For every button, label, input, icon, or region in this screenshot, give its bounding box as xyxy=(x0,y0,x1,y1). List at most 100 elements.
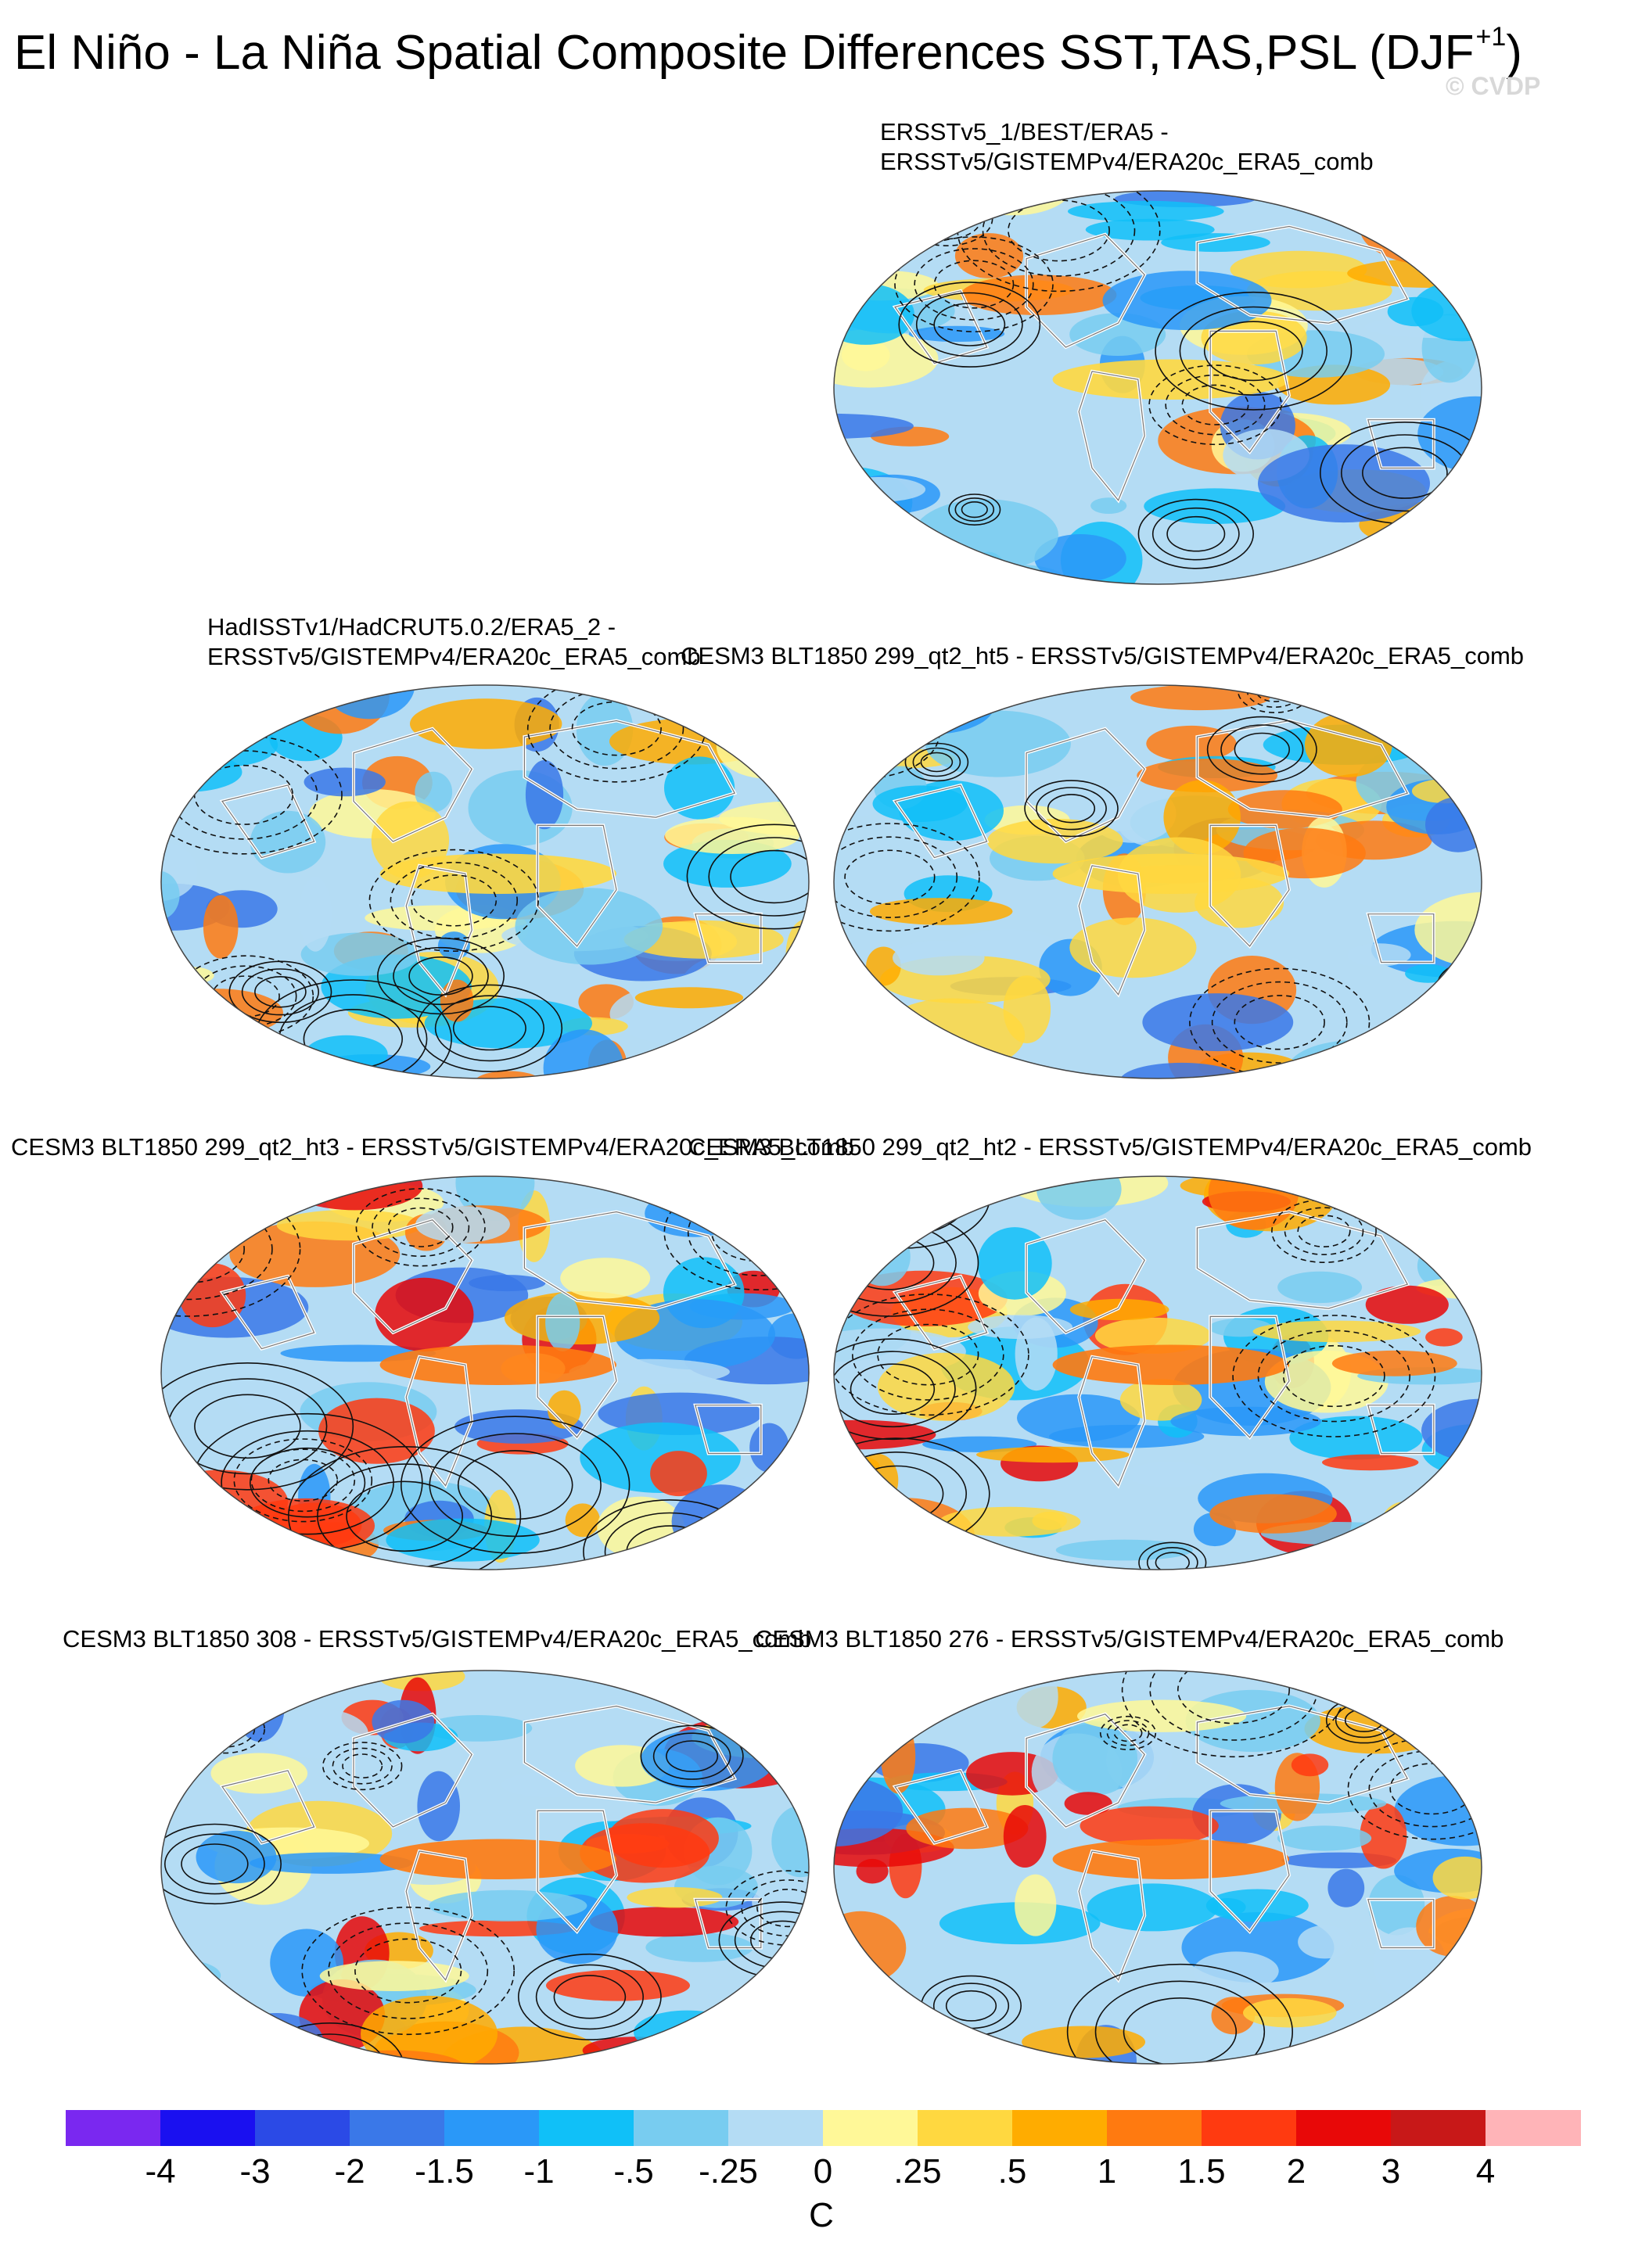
psl-contour xyxy=(834,2008,919,2064)
psl-contour xyxy=(354,1938,462,2004)
anomaly-region xyxy=(699,1539,809,1570)
psl-contour xyxy=(914,248,1034,321)
coastline xyxy=(405,1850,472,1981)
anomaly-region xyxy=(935,2048,1011,2064)
psl-contour xyxy=(164,1833,265,1895)
psl-contour xyxy=(1036,787,1107,831)
colorbar-swatch xyxy=(1391,2110,1486,2146)
anomaly-region xyxy=(913,499,1058,571)
map-outline xyxy=(833,190,1482,585)
anomaly-region xyxy=(997,1063,1037,1078)
anomaly-region xyxy=(1022,2026,1146,2058)
colorbar-tick-label: -1 xyxy=(523,2152,555,2191)
coastline xyxy=(695,1899,762,1949)
psl-contour xyxy=(411,874,498,927)
anomaly-region xyxy=(878,998,1026,1072)
map-panel-2 xyxy=(160,684,810,1079)
anomaly-region xyxy=(304,767,386,797)
anomaly-region xyxy=(1387,296,1444,327)
anomaly-region xyxy=(386,1518,540,1562)
coastline xyxy=(1196,1705,1409,1803)
coastline xyxy=(1367,419,1435,469)
anomaly-region xyxy=(1077,1699,1247,1732)
anomaly-region xyxy=(664,756,735,820)
psl-contour xyxy=(1206,716,1317,784)
psl-contour xyxy=(332,1747,393,1785)
anomaly-region xyxy=(179,1263,246,1328)
anomaly-region xyxy=(834,477,926,502)
coastline xyxy=(1196,1211,1409,1309)
anomaly-region xyxy=(1003,1805,1047,1868)
psl-contour xyxy=(954,497,995,522)
coastline xyxy=(1196,720,1409,818)
anomaly-region xyxy=(469,1275,546,1292)
psl-contour xyxy=(945,1990,997,2022)
colorbar-tick-label: -.5 xyxy=(613,2152,654,2191)
anomaly-region xyxy=(834,1498,975,1570)
psl-contour xyxy=(834,709,902,756)
map-outline xyxy=(160,1670,810,2065)
colorbar-swatch xyxy=(918,2110,1013,2146)
panel-label-6: CESM3 BLT1850 308 - ERSSTv5/GISTEMPv4/ER… xyxy=(63,1625,812,1653)
psl-contour xyxy=(1146,1546,1198,1570)
psl-contour xyxy=(1137,498,1254,569)
psl-contour xyxy=(322,1742,403,1791)
anomaly-region xyxy=(645,1932,753,1962)
anomaly-region xyxy=(725,685,809,716)
coastline xyxy=(1078,865,1145,996)
anomaly-region xyxy=(1425,1328,1463,1347)
psl-contour xyxy=(1234,995,1325,1050)
colorbar-swatch xyxy=(160,2110,256,2146)
anomaly-region xyxy=(1468,540,1482,584)
coastline xyxy=(523,1705,736,1803)
anomaly-region xyxy=(543,1029,624,1078)
anomaly-region xyxy=(319,1961,469,1991)
psl-contour xyxy=(254,2022,405,2064)
psl-contour xyxy=(288,1445,522,1570)
psl-contour xyxy=(1155,1552,1190,1570)
anomaly-region xyxy=(1414,892,1482,968)
anomaly-region xyxy=(1142,993,1294,1052)
psl-contour xyxy=(1148,364,1282,446)
map-outline xyxy=(160,684,810,1079)
anomaly-region xyxy=(866,946,901,986)
psl-contour xyxy=(1297,1215,1351,1247)
psl-contour xyxy=(233,1438,373,1523)
psl-contour xyxy=(1181,384,1249,425)
psl-contour xyxy=(1211,981,1348,1064)
psl-contour xyxy=(390,861,518,939)
psl-contour xyxy=(652,1732,731,1780)
psl-contour xyxy=(1362,447,1448,499)
anomaly-region xyxy=(834,413,914,439)
anomaly-region xyxy=(161,841,198,902)
anomaly-region xyxy=(716,1176,778,1247)
anomaly-region xyxy=(869,898,1013,925)
anomaly-region xyxy=(1087,1883,1219,1932)
colorbar-tick-label: 1 xyxy=(1097,2152,1117,2191)
anomaly-region xyxy=(548,1390,581,1429)
psl-contour xyxy=(834,1670,891,1711)
coastline xyxy=(894,290,988,364)
anomaly-region xyxy=(1367,685,1466,722)
map-outline xyxy=(160,1175,810,1570)
anomaly-region xyxy=(1413,1546,1482,1570)
anomaly-region xyxy=(716,713,809,779)
anomaly-region xyxy=(608,1809,719,1868)
psl-contour xyxy=(904,742,969,782)
psl-contour xyxy=(1113,1724,1143,1742)
anomaly-region xyxy=(834,1205,866,1243)
psl-contour xyxy=(834,1338,977,1441)
psl-contour xyxy=(982,191,1136,277)
map-outline xyxy=(833,1670,1482,2065)
psl-contour xyxy=(877,1323,979,1386)
colorbar-swatch xyxy=(444,2110,540,2146)
anomaly-region xyxy=(1102,271,1272,331)
psl-contour xyxy=(553,1975,627,2019)
anomaly-region xyxy=(1390,685,1482,720)
anomaly-region xyxy=(229,2013,324,2064)
colorbar-swatch xyxy=(1107,2110,1202,2146)
psl-contour xyxy=(834,1028,891,1071)
anomaly-region xyxy=(1052,1721,1137,1796)
anomaly-region xyxy=(735,1696,809,1721)
coastline xyxy=(523,720,736,818)
